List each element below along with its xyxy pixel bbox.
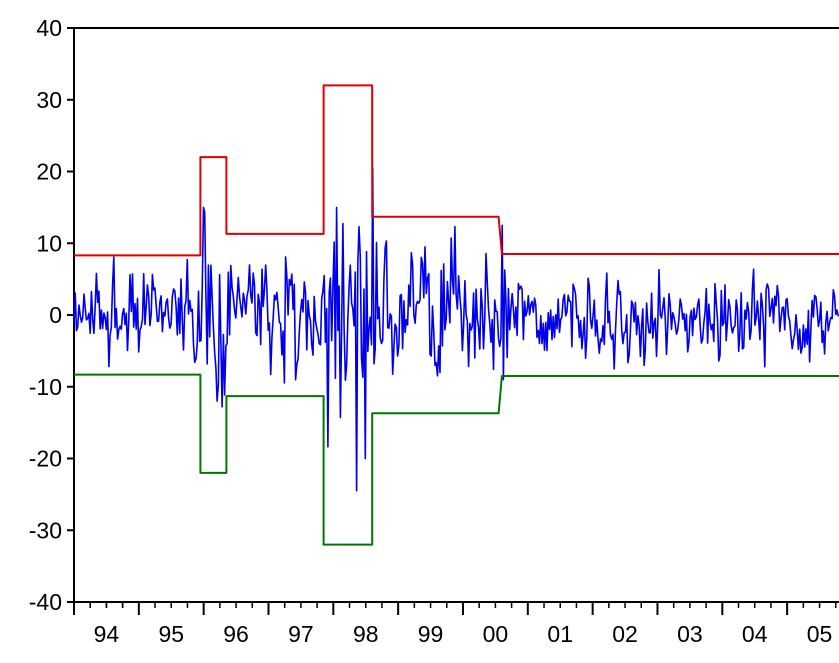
y-tick-label: -10 bbox=[29, 374, 62, 400]
x-tick-label: 03 bbox=[677, 621, 703, 647]
tick-labels-layer: -40 -30 -20 -10 0 10 20 30 40 94 95 96 97 98 99 00 01 02 0… bbox=[29, 15, 833, 647]
y-tick-label: -40 bbox=[29, 589, 62, 615]
series-line-3 bbox=[74, 373, 839, 546]
x-tick-label: 96 bbox=[223, 621, 249, 647]
x-tick-label: 95 bbox=[158, 621, 184, 647]
x-tick-label: 99 bbox=[418, 621, 444, 647]
y-tick-label: 20 bbox=[36, 159, 62, 185]
x-tick-label: 04 bbox=[742, 621, 768, 647]
series-layer bbox=[73, 84, 839, 546]
y-tick-label: -20 bbox=[29, 446, 62, 472]
y-tick-label: 40 bbox=[36, 15, 62, 41]
x-tick-label: 98 bbox=[353, 621, 379, 647]
series-line-2 bbox=[74, 84, 839, 257]
y-tick-label: 30 bbox=[36, 87, 62, 113]
series-line-1 bbox=[73, 167, 839, 492]
x-tick-label: 01 bbox=[547, 621, 573, 647]
y-tick-label: -30 bbox=[29, 517, 62, 543]
y-tick-label: 0 bbox=[49, 302, 62, 328]
x-tick-label: 94 bbox=[94, 621, 120, 647]
y-tick-label: 10 bbox=[36, 230, 62, 256]
x-tick-label: 02 bbox=[612, 621, 638, 647]
x-tick-label: 97 bbox=[288, 621, 314, 647]
x-tick-label: 05 bbox=[807, 621, 833, 647]
x-tick-label: 00 bbox=[483, 621, 509, 647]
